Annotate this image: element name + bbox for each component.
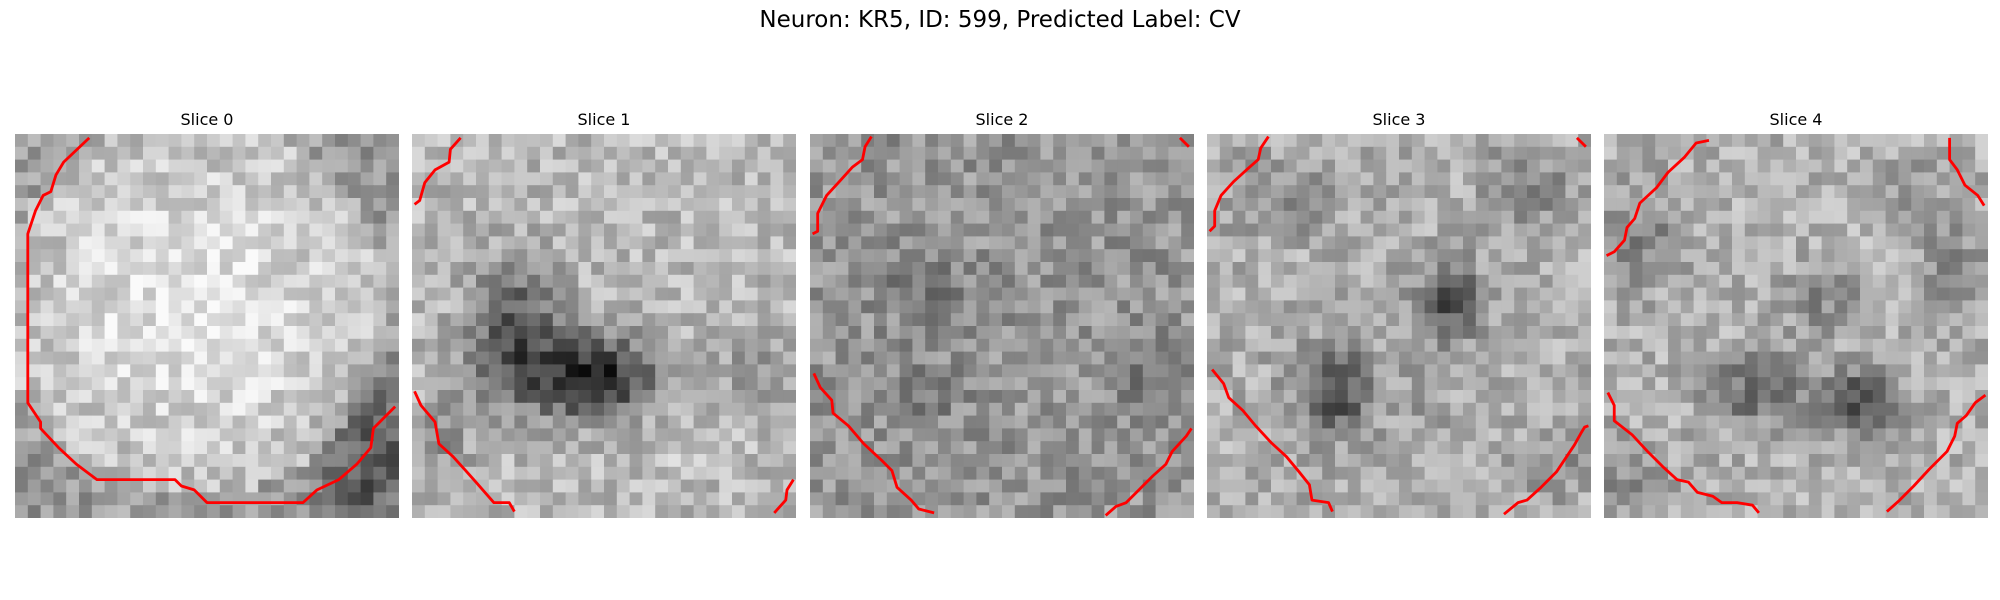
slice-title: Slice 1 <box>577 110 631 129</box>
slice-title: Slice 0 <box>180 110 234 129</box>
slice-image-4 <box>1604 134 1988 518</box>
slice-image-1 <box>412 134 796 518</box>
slice-title: Slice 3 <box>1372 110 1426 129</box>
slice-image-0 <box>15 134 399 518</box>
slice-image-2 <box>810 134 1194 518</box>
slice-image-3 <box>1207 134 1591 518</box>
figure-title: Neuron: KR5, ID: 599, Predicted Label: C… <box>759 7 1241 33</box>
slice-title: Slice 2 <box>975 110 1029 129</box>
slice-title: Slice 4 <box>1769 110 1823 129</box>
